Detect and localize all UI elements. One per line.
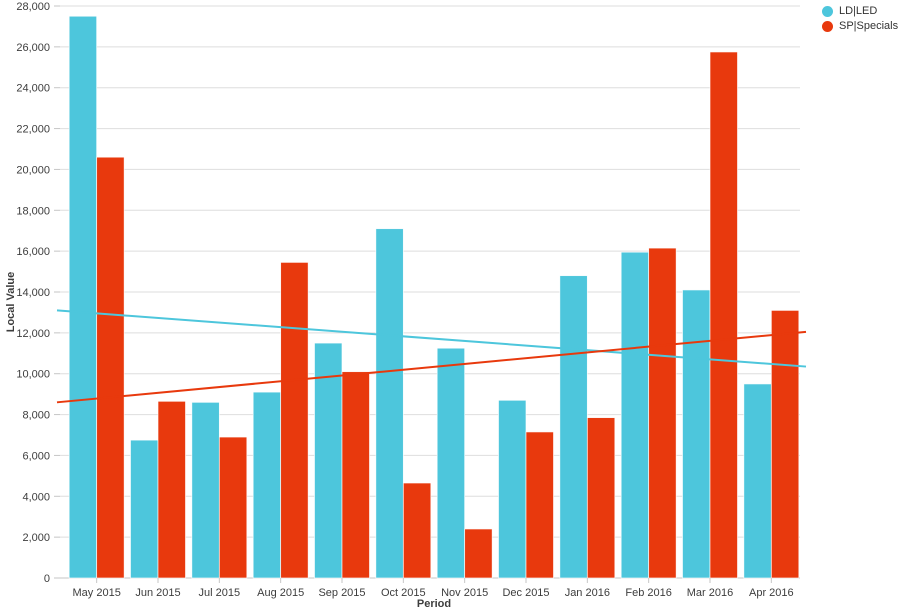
bar-LD|LED-Jan 2016[interactable]	[559, 275, 588, 579]
y-tick-label: 20,000	[16, 164, 50, 176]
y-tick-label: 0	[44, 573, 50, 585]
x-tick-label: Oct 2015	[381, 587, 426, 599]
legend-item-sp-specials[interactable]: SP|Specials	[822, 20, 898, 32]
bar-SP|Specials-Jan 2016[interactable]	[586, 417, 616, 579]
bar-SP|Specials-Dec 2015[interactable]	[525, 431, 554, 579]
x-tick-label: Dec 2015	[502, 587, 549, 599]
y-axis-title: Local Value	[5, 271, 17, 333]
y-tick-label: 24,000	[16, 83, 50, 95]
y-tick-label: 14,000	[16, 287, 50, 299]
y-tick-label: 4,000	[22, 491, 50, 503]
y-tick-label: 2,000	[22, 532, 50, 544]
y-tick-label: 22,000	[16, 124, 50, 136]
bar-SP|Specials-Oct 2015[interactable]	[402, 482, 432, 579]
x-tick-label: Jun 2015	[135, 587, 180, 599]
bar-LD|LED-Mar 2016[interactable]	[682, 289, 711, 579]
x-tick-label: Aug 2015	[257, 587, 304, 599]
bar-SP|Specials-Feb 2016[interactable]	[648, 247, 677, 579]
x-tick-label: Feb 2016	[625, 587, 671, 599]
trendline-LD|LED[interactable]	[56, 309, 807, 368]
x-axis-title: Period	[416, 598, 452, 610]
y-tick-label: 6,000	[22, 450, 50, 462]
x-tick-label: Apr 2016	[749, 587, 794, 599]
x-tick-label: May 2015	[73, 587, 121, 599]
bar-SP|Specials-Jun 2015[interactable]	[157, 400, 186, 579]
legend: LD|LED SP|Specials	[822, 5, 898, 32]
bar-SP|Specials-Jul 2015[interactable]	[218, 436, 248, 579]
y-tick-label: 10,000	[16, 369, 50, 381]
y-tick-label: 28,000	[16, 1, 50, 13]
y-tick-label: 8,000	[22, 410, 50, 422]
trendline-SP|Specials[interactable]	[56, 330, 807, 404]
x-tick-label: Jul 2015	[199, 587, 241, 599]
y-tick-label: 26,000	[16, 42, 50, 54]
bar-LD|LED-Aug 2015[interactable]	[252, 391, 282, 579]
y-tick-label: 18,000	[16, 205, 50, 217]
bar-LD|LED-Oct 2015[interactable]	[375, 228, 404, 579]
legend-item-ld-led[interactable]: LD|LED	[822, 5, 898, 17]
legend-swatch-icon	[822, 20, 833, 32]
bar-LD|LED-Jul 2015[interactable]	[191, 401, 220, 579]
legend-label-ld-led: LD|LED	[839, 5, 878, 17]
bar-LD|LED-Nov 2015[interactable]	[436, 347, 466, 579]
bar-SP|Specials-Aug 2015[interactable]	[280, 262, 309, 579]
bar-SP|Specials-May 2015[interactable]	[96, 156, 125, 579]
y-tick-label: 12,000	[16, 328, 50, 340]
bar-LD|LED-May 2015[interactable]	[68, 15, 98, 579]
bar-SP|Specials-Sep 2015[interactable]	[341, 371, 370, 579]
x-tick-label: Mar 2016	[687, 587, 733, 599]
legend-swatch-icon	[822, 5, 833, 17]
bar-LD|LED-Dec 2015[interactable]	[498, 399, 527, 579]
x-tick-label: Sep 2015	[318, 587, 365, 599]
legend-label-sp-specials: SP|Specials	[839, 20, 899, 32]
x-tick-label: Nov 2015	[441, 587, 488, 599]
bar-SP|Specials-Apr 2016[interactable]	[770, 310, 800, 579]
bar-LD|LED-Apr 2016[interactable]	[743, 383, 772, 579]
x-tick-label: Jan 2016	[565, 587, 610, 599]
bar-LD|LED-Jun 2015[interactable]	[130, 439, 159, 579]
bar-SP|Specials-Nov 2015[interactable]	[464, 528, 493, 579]
bar-SP|Specials-Mar 2016[interactable]	[709, 51, 738, 579]
bar-LD|LED-Sep 2015[interactable]	[314, 342, 343, 579]
bar-LD|LED-Feb 2016[interactable]	[620, 251, 650, 579]
y-tick-label: 16,000	[16, 246, 50, 258]
